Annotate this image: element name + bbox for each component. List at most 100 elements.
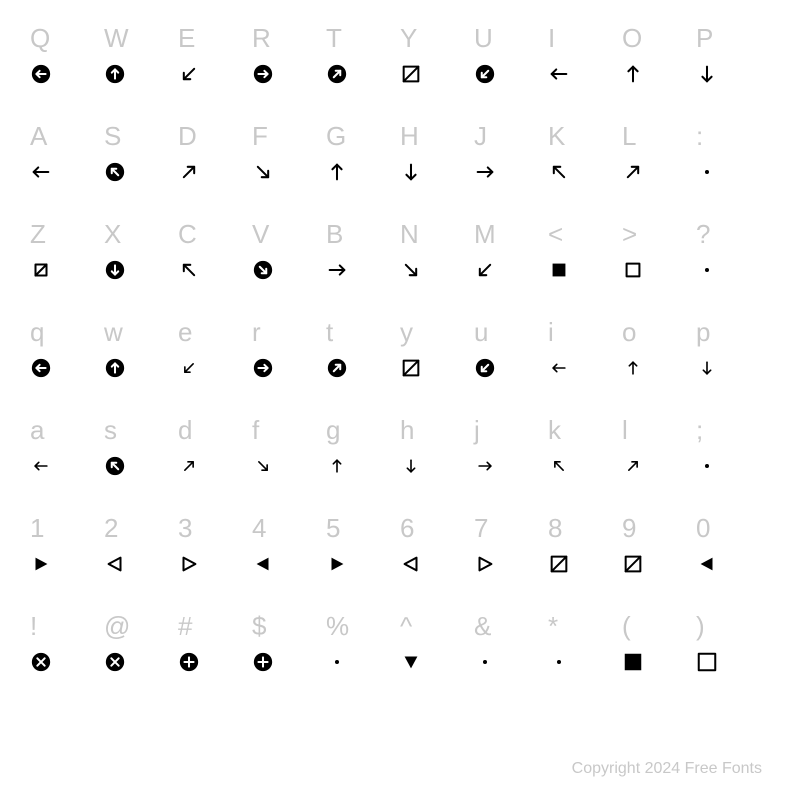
charmap-cell: 1 xyxy=(30,508,104,606)
key-label: Q xyxy=(30,18,50,58)
charmap-cell: A xyxy=(30,116,104,214)
key-label: J xyxy=(474,116,487,156)
key-label: 2 xyxy=(104,508,118,548)
tri-right-fill-icon xyxy=(326,548,348,580)
charmap-cell: k xyxy=(548,410,622,508)
key-label: e xyxy=(178,312,192,352)
arrow-dr-icon xyxy=(400,254,422,286)
key-label: q xyxy=(30,312,44,352)
charmap-cell: S xyxy=(104,116,178,214)
charmap-cell: > xyxy=(622,214,696,312)
arrow-up-sm-icon xyxy=(326,450,348,482)
key-label: Y xyxy=(400,18,417,58)
charmap-cell: Y xyxy=(400,18,474,116)
copyright-footer: Copyright 2024 Free Fonts xyxy=(572,760,762,778)
key-label: B xyxy=(326,214,343,254)
circled-right-icon xyxy=(252,58,274,90)
key-label: A xyxy=(30,116,47,156)
charmap-cell: X xyxy=(104,214,178,312)
charmap-cell: p xyxy=(696,312,770,410)
circled-right-o-icon xyxy=(252,352,274,384)
key-label: ) xyxy=(696,606,705,646)
charmap-cell: u xyxy=(474,312,548,410)
charmap-cell: 9 xyxy=(622,508,696,606)
charmap-cell: 6 xyxy=(400,508,474,606)
arrow-up-icon xyxy=(326,156,348,188)
charmap-cell: Z xyxy=(30,214,104,312)
dot-icon xyxy=(474,646,496,678)
charmap-cell: O xyxy=(622,18,696,116)
arrow-dr-icon xyxy=(252,156,274,188)
key-label: Z xyxy=(30,214,46,254)
charmap-cell: C xyxy=(178,214,252,312)
arrow-up-sm-icon xyxy=(622,352,644,384)
charmap-cell: ? xyxy=(696,214,770,312)
key-label: F xyxy=(252,116,268,156)
circled-dr-icon xyxy=(252,254,274,286)
arrow-dl-icon xyxy=(474,254,496,286)
charmap-cell: 5 xyxy=(326,508,400,606)
charmap-cell: 0 xyxy=(696,508,770,606)
key-label: y xyxy=(400,312,413,352)
charmap-cell: # xyxy=(178,606,252,704)
charmap-cell: $ xyxy=(252,606,326,704)
key-label: f xyxy=(252,410,259,450)
charmap-cell: * xyxy=(548,606,622,704)
charmap-cell: < xyxy=(548,214,622,312)
box-slash-icon xyxy=(400,352,422,384)
key-label: 0 xyxy=(696,508,710,548)
key-label: w xyxy=(104,312,123,352)
charmap-cell: 4 xyxy=(252,508,326,606)
charmap-cell: o xyxy=(622,312,696,410)
key-label: P xyxy=(696,18,713,58)
charmap-cell: i xyxy=(548,312,622,410)
key-label: 9 xyxy=(622,508,636,548)
dot-icon xyxy=(326,646,348,678)
key-label: C xyxy=(178,214,197,254)
circled-left-o-icon xyxy=(30,352,52,384)
key-label: h xyxy=(400,410,414,450)
charmap-cell: 3 xyxy=(178,508,252,606)
key-label: ; xyxy=(696,410,703,450)
tri-right-fill-icon xyxy=(30,548,52,580)
circled-ur-icon xyxy=(326,58,348,90)
circled-plus-icon xyxy=(178,646,200,678)
charmap-cell: V xyxy=(252,214,326,312)
key-label: > xyxy=(622,214,637,254)
arrow-dl-icon xyxy=(178,58,200,90)
charmap-cell: d xyxy=(178,410,252,508)
arrow-down-sm-icon xyxy=(400,450,422,482)
key-label: t xyxy=(326,312,333,352)
key-label: 1 xyxy=(30,508,44,548)
arrow-ur-sm-icon xyxy=(622,450,644,482)
charmap-cell: r xyxy=(252,312,326,410)
charmap-cell: q xyxy=(30,312,104,410)
arrow-right-icon xyxy=(474,156,496,188)
charmap-cell: h xyxy=(400,410,474,508)
key-label: r xyxy=(252,312,261,352)
box-slash-sm-icon xyxy=(30,254,52,286)
key-label: T xyxy=(326,18,342,58)
arrow-ul-icon xyxy=(548,156,570,188)
key-label: < xyxy=(548,214,563,254)
arrow-dl-sm-icon xyxy=(178,352,200,384)
key-label: u xyxy=(474,312,488,352)
key-label: V xyxy=(252,214,269,254)
charmap-cell: T xyxy=(326,18,400,116)
tri-left-outline-icon xyxy=(104,548,126,580)
key-label: j xyxy=(474,410,480,450)
dot-icon xyxy=(696,450,718,482)
circled-up-icon xyxy=(104,58,126,90)
charmap-cell: J xyxy=(474,116,548,214)
key-label: s xyxy=(104,410,117,450)
arrow-ur-sm-icon xyxy=(178,450,200,482)
key-label: * xyxy=(548,606,558,646)
charmap-cell: B xyxy=(326,214,400,312)
charmap-cell: 7 xyxy=(474,508,548,606)
dot-icon xyxy=(548,646,570,678)
arrow-ul-icon xyxy=(178,254,200,286)
key-label: 4 xyxy=(252,508,266,548)
charmap-cell: l xyxy=(622,410,696,508)
circled-ul-o-icon xyxy=(104,450,126,482)
circled-down-icon xyxy=(104,254,126,286)
